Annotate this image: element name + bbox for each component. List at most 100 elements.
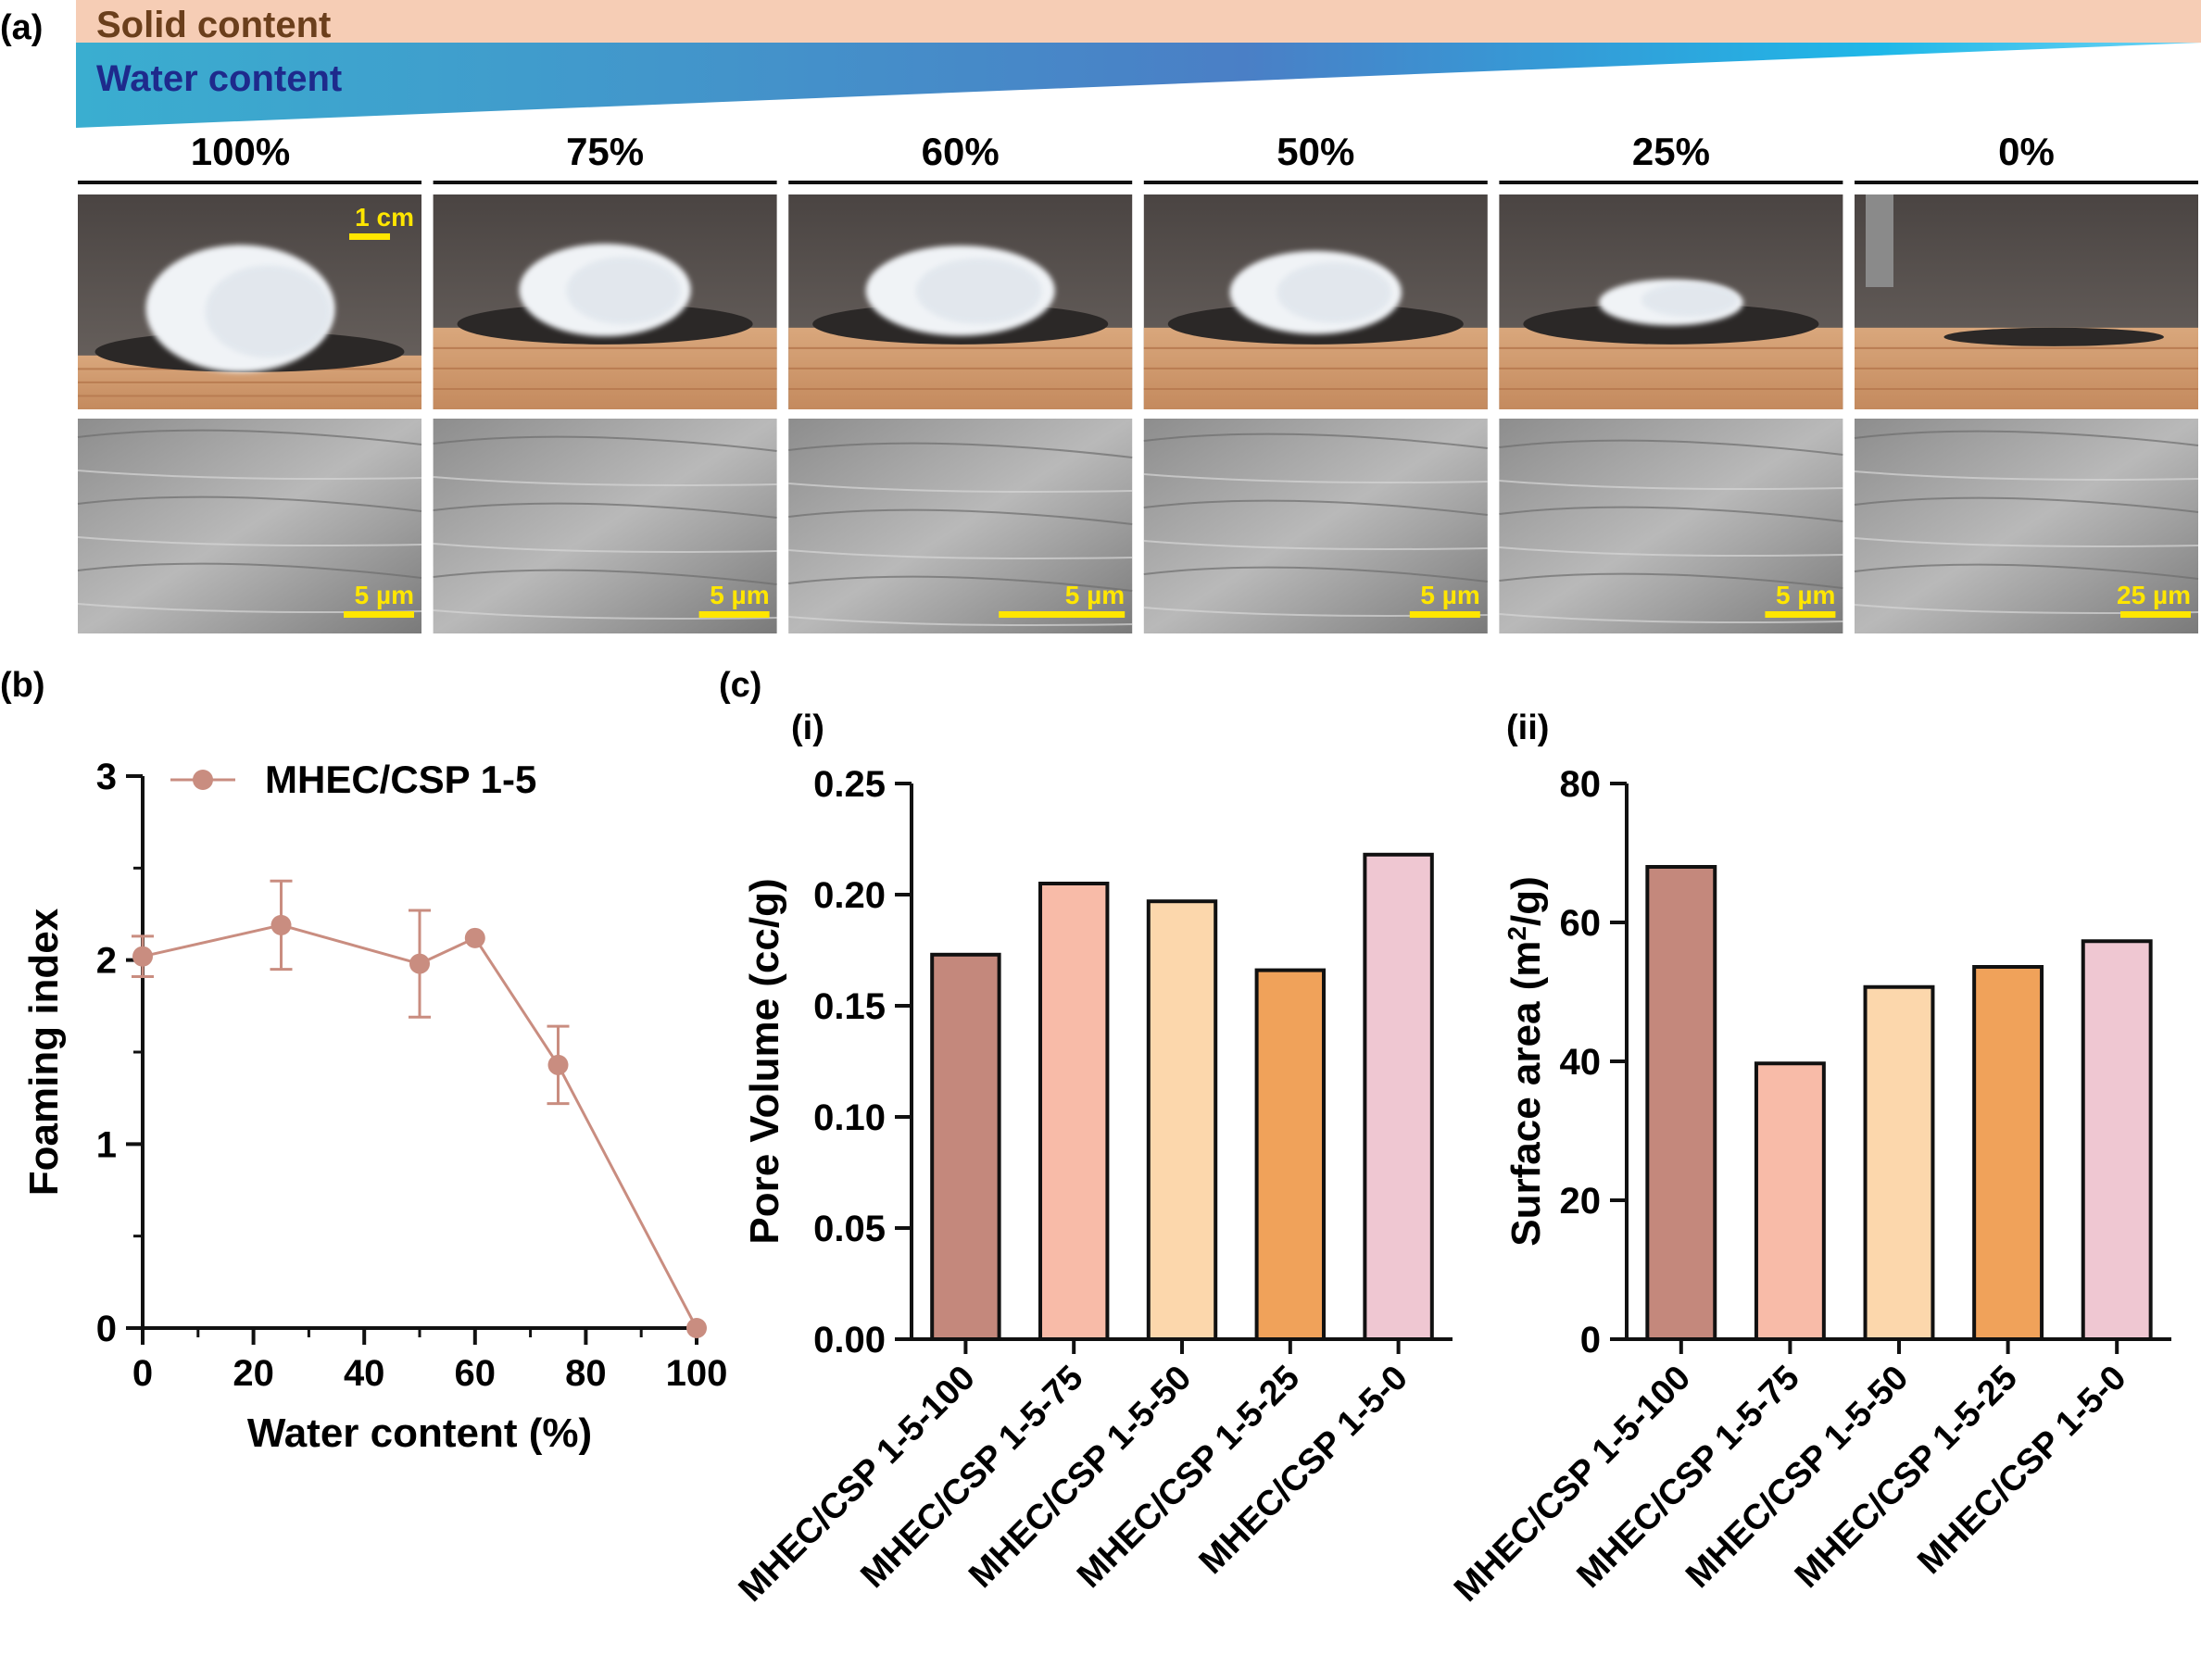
sem-texture-1-1 [433,476,777,486]
panel-c-label: (c) [719,666,761,705]
column-header-0: 100% [191,130,290,173]
surface-area-chart: (ii) 0 20 40 60 80 Surface area (m2/g) MHEC/CSP… [1447,708,2171,1610]
sem-texture-4-4 [1499,572,1843,589]
b-xtick-label-5: 100 [666,1353,728,1394]
b-legend-marker [193,770,213,790]
cii-xtick-label-4: MHEC/CSP 1-5-0 [1910,1359,2133,1582]
b-legend-label: MHEC/CSP 1-5 [265,758,536,801]
sem-scale-bar-3 [1409,611,1480,618]
cii-ytick-label-4: 80 [1560,764,1602,805]
photo-foam-highlight-3 [1277,262,1392,323]
sem-image-5 [1855,419,2198,633]
sem-scale-label-2: 5 µm [1065,581,1125,609]
sem-scale-bar-1 [698,611,770,618]
photo-foam-highlight-4 [1641,282,1738,318]
b-ytick-label-0: 0 [96,1309,117,1349]
ci-bar-2 [1146,899,1218,1341]
sem-texture-1-5 [433,609,777,620]
ci-ytick-label-1: 0.05 [813,1209,886,1249]
b-ytick-label-3: 3 [96,757,117,797]
sem-texture-1-3 [433,543,777,553]
water-content-wedge [76,43,2201,128]
sem-texture-0-1 [77,470,422,480]
column-header-3: 50% [1277,130,1354,173]
b-point-4 [547,1054,569,1075]
ci-ytick-label-5: 0.25 [813,764,886,805]
b-point-3 [464,927,485,948]
ci-bar-3 [1254,968,1327,1341]
solid-content-wedge [76,0,2201,43]
sem-image-4 [1499,419,1843,633]
photo-foam-highlight-1 [566,257,681,325]
foaming-index-chart: 0 1 2 3 0 20 40 60 80 100 Water content (%) Foaming… [21,757,727,1456]
sem-texture-5-4 [1854,563,2199,580]
b-series-line [142,923,698,1329]
cii-bar-3 [1972,965,2044,1341]
b-ytick-label-1: 1 [96,1124,117,1165]
photo-foam-highlight-2 [915,257,1042,324]
sem-scale-label-1: 5 µm [710,581,769,609]
b-point-5 [686,1318,707,1338]
sem-scale-bar-2 [999,611,1126,618]
ci-ytick-label-3: 0.15 [813,986,886,1027]
b-xtick-label-3: 60 [455,1353,497,1394]
ci-bar-0 [930,952,1001,1342]
photo-scale-label-0: 1 cm [355,203,414,232]
cii-bar-1 [1754,1061,1826,1341]
sem-texture-3-4 [1143,566,1488,583]
sem-texture-2-3 [788,549,1133,559]
cii-bar-4 [2081,939,2153,1341]
ci-bar-4 [1363,852,1434,1341]
sem-texture-2-0 [788,442,1133,458]
cii-subpanel-label: (ii) [1506,708,1549,747]
b-xtick-label-0: 0 [132,1353,153,1394]
column-header-1: 75% [566,130,644,173]
ci-ytick-label-2: 0.10 [813,1097,886,1138]
column-header-2: 60% [922,130,1000,173]
b-x-axis-label: Water content (%) [247,1410,592,1456]
water-content-label: Water content [96,58,342,99]
sem-texture-5-0 [1854,430,2199,446]
sem-texture-0-3 [77,536,422,546]
sem-texture-1-0 [433,435,777,452]
cii-ytick-label-1: 20 [1560,1181,1602,1222]
sem-image-0 [78,419,421,633]
sem-texture-2-2 [788,508,1133,525]
panel-a-columns: 100% 1 cm 5 µm 75% 5 µm 60% 5 µm 50% 5 µm 25% 5 µm… [77,130,2199,633]
pore-volume-chart: (i) 0.00 0.05 0.10 0.15 0.20 0.25 Pore Volume (… [732,708,1453,1610]
cii-ytick-label-3: 60 [1560,903,1602,944]
sem-texture-4-3 [1499,546,1843,557]
cii-bar-0 [1645,865,1717,1341]
ci-xtick-label-4: MHEC/CSP 1-5-0 [1192,1359,1415,1582]
ci-y-axis-label: Pore Volume (cc/g) [742,878,787,1244]
solid-content-label: Solid content [96,5,331,45]
cii-bar-2 [1863,984,1935,1341]
sem-texture-3-0 [1143,433,1488,449]
photo-foam-highlight-0 [205,265,332,358]
sem-image-2 [788,419,1133,633]
sem-texture-3-1 [1143,473,1488,483]
panel-b-label: (b) [0,666,45,705]
b-point-2 [409,953,430,974]
column-header-4: 25% [1632,130,1710,173]
cii-y-axis-label-sup: 2 [1503,926,1531,941]
sem-scale-label-0: 5 µm [355,581,414,609]
photo-probe-5 [1866,194,1893,287]
ci-bar-1 [1038,882,1110,1341]
sem-texture-0-0 [77,429,422,445]
sem-scale-label-4: 5 µm [1776,581,1835,609]
sem-texture-4-5 [1499,613,1843,623]
sem-texture-4-0 [1499,439,1843,456]
sem-texture-5-3 [1854,537,2199,547]
cii-y-axis-label: Surface area (m2/g) [1503,876,1550,1247]
sem-texture-4-1 [1499,480,1843,490]
cii-ytick-label-2: 40 [1560,1042,1602,1083]
sem-texture-3-3 [1143,540,1488,550]
sem-texture-2-5 [788,616,1133,626]
b-xtick-label-4: 80 [565,1353,607,1394]
panel-a-label: (a) [0,8,43,47]
sem-texture-5-1 [1854,470,2199,481]
sem-texture-3-2 [1143,499,1488,516]
ci-ytick-label-0: 0.00 [813,1320,886,1360]
